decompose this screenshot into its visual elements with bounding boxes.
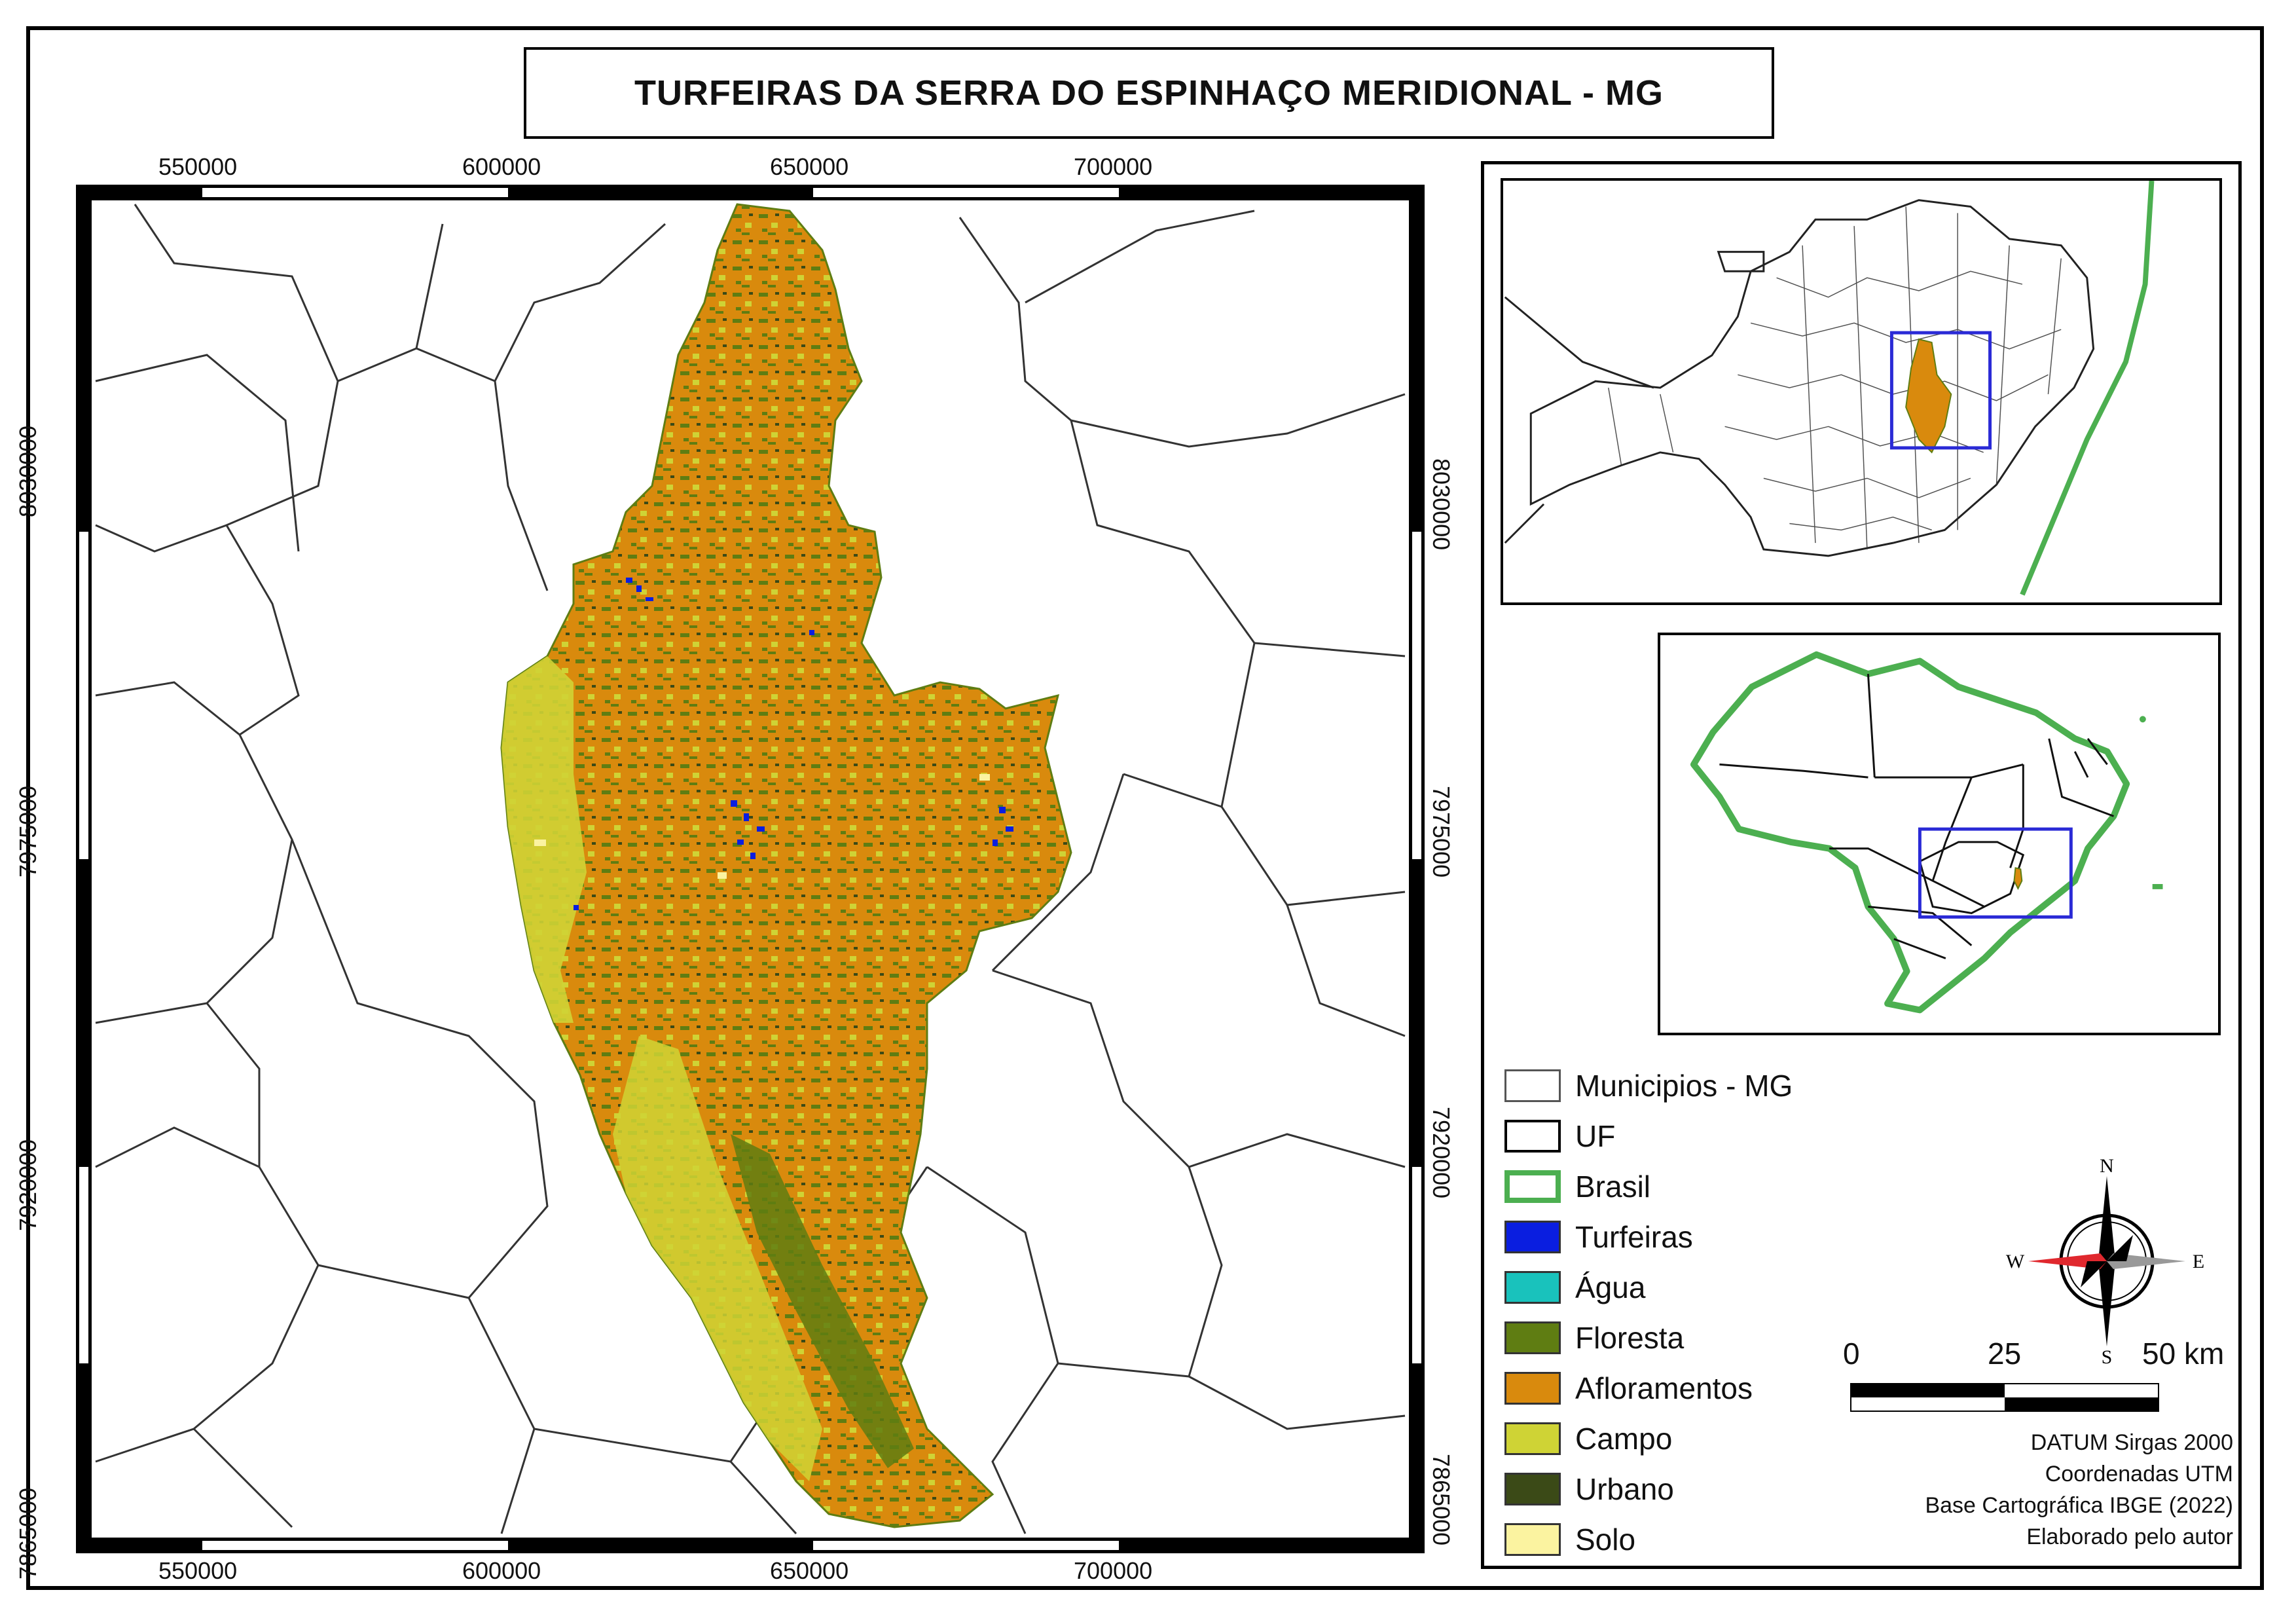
campo-strip-south xyxy=(613,1036,822,1481)
map-title: TURFEIRAS DA SERRA DO ESPINHAÇO MERIDION… xyxy=(634,73,1664,113)
legend-agua-label: Água xyxy=(1575,1270,1646,1304)
legend-brasil-label: Brasil xyxy=(1575,1170,1651,1204)
legend-turfeiras: Turfeiras xyxy=(1504,1217,1693,1257)
east-label: E xyxy=(2193,1251,2204,1272)
x-label-top-1: 550000 xyxy=(158,153,238,180)
x-label-top-3: 650000 xyxy=(770,153,849,180)
title-box: TURFEIRAS DA SERRA DO ESPINHAÇO MERIDION… xyxy=(524,47,1774,139)
legend-brasil-swatch xyxy=(1504,1170,1561,1203)
north-arrow-icon: N S E W xyxy=(2006,1156,2204,1366)
south-label: S xyxy=(2102,1346,2113,1366)
brasil-states xyxy=(1719,674,2115,959)
y-label-left-2: 7975000 xyxy=(14,785,41,877)
mg-brasil-coast xyxy=(2020,181,2155,596)
y-label-right-1: 8030000 xyxy=(1428,458,1455,551)
mg-espinhaco xyxy=(1905,338,1952,454)
legend-afloramentos-label: Afloramentos xyxy=(1575,1371,1753,1405)
x-label-top-4: 700000 xyxy=(1074,153,1153,180)
y-label-left-1: 8030000 xyxy=(14,425,41,517)
legend-solo-swatch xyxy=(1504,1523,1561,1556)
island-2 xyxy=(2152,883,2163,889)
legend-agua-swatch xyxy=(1504,1271,1561,1304)
x-label-bottom-4: 700000 xyxy=(1074,1557,1153,1584)
brasil-highlight-box xyxy=(1918,827,2073,919)
x-label-bottom-2: 600000 xyxy=(462,1557,541,1584)
legend-floresta-swatch xyxy=(1504,1321,1561,1354)
brasil-mg-state xyxy=(1918,841,2025,914)
legend-solo-label: Solo xyxy=(1575,1522,1636,1557)
inset-mg-map[interactable] xyxy=(1501,178,2222,605)
credit-coordenadas: Coordenadas UTM xyxy=(2045,1462,2233,1486)
y-label-right-2: 7975000 xyxy=(1428,786,1455,878)
mg-outline xyxy=(1504,199,2095,557)
credit-datum: DATUM Sirgas 2000 xyxy=(2030,1430,2233,1455)
brasil-outline xyxy=(1690,651,2130,1014)
credit-autor: Elaborado pelo autor xyxy=(2026,1524,2233,1549)
legend-municipios-label: Municipios - MG xyxy=(1575,1069,1793,1103)
credit-base: Base Cartográfica IBGE (2022) xyxy=(1925,1493,2233,1518)
y-label-left-4: 7865000 xyxy=(14,1487,41,1579)
y-label-right-3: 7920000 xyxy=(1428,1107,1455,1199)
x-label-bottom-1: 550000 xyxy=(158,1557,238,1584)
legend-brasil: Brasil xyxy=(1504,1167,1650,1206)
legend-uf-swatch xyxy=(1504,1120,1561,1153)
mg-highlight-box xyxy=(1889,331,1992,450)
island-1 xyxy=(2139,716,2146,723)
legend-uf: UF xyxy=(1504,1116,1615,1156)
inset-brasil-map[interactable] xyxy=(1658,633,2221,1035)
legend-campo: Campo xyxy=(1504,1419,1672,1458)
legend-solo: Solo xyxy=(1504,1520,1635,1559)
legend-campo-label: Campo xyxy=(1575,1422,1673,1456)
legend-campo-swatch xyxy=(1504,1422,1561,1455)
x-label-bottom-3: 650000 xyxy=(770,1557,849,1584)
legend-municipios: Municipios - MG xyxy=(1504,1066,1793,1105)
scale-label-0: 0 xyxy=(1843,1337,1860,1371)
legend-urbano: Urbano xyxy=(1504,1469,1674,1509)
scale-bar xyxy=(1850,1383,2159,1412)
x-label-top-2: 600000 xyxy=(462,153,541,180)
turfeiras-patches xyxy=(574,578,1013,910)
legend-urbano-label: Urbano xyxy=(1575,1472,1674,1506)
legend-afloramentos-swatch xyxy=(1504,1372,1561,1405)
legend-afloramentos: Afloramentos xyxy=(1504,1369,1753,1408)
legend-municipios-swatch xyxy=(1504,1069,1561,1102)
legend-uf-label: UF xyxy=(1575,1119,1616,1153)
municipal-boundaries xyxy=(95,204,1406,1535)
brasil-espinhaco xyxy=(2013,867,2023,891)
main-map[interactable] xyxy=(76,185,1425,1553)
legend-floresta-label: Floresta xyxy=(1575,1321,1685,1355)
solo-patches xyxy=(534,774,990,879)
legend-floresta: Floresta xyxy=(1504,1318,1684,1357)
north-label: N xyxy=(2100,1156,2114,1177)
legend-turfeiras-swatch xyxy=(1504,1221,1561,1253)
legend-agua: Água xyxy=(1504,1268,1645,1307)
scale-label-50: 50 km xyxy=(2142,1337,2225,1371)
map-outer-frame xyxy=(26,26,2264,1590)
scale-label-25: 25 xyxy=(1988,1337,2022,1371)
y-label-left-3: 7920000 xyxy=(14,1139,41,1231)
legend-urbano-swatch xyxy=(1504,1473,1561,1505)
y-label-right-4: 7865000 xyxy=(1428,1454,1455,1546)
west-label: W xyxy=(2006,1251,2025,1272)
neatline-segments xyxy=(79,188,1421,1550)
legend-turfeiras-label: Turfeiras xyxy=(1575,1220,1693,1254)
floresta-band xyxy=(731,1134,914,1468)
